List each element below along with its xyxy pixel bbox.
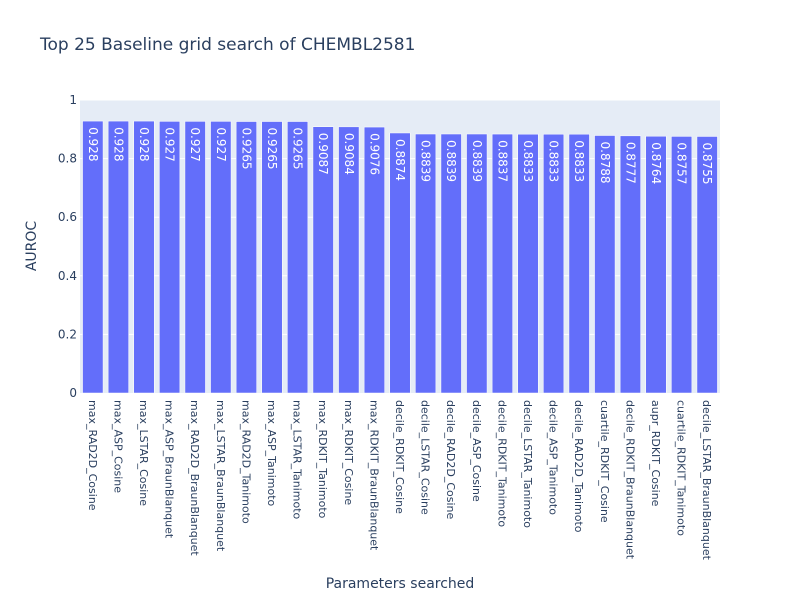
bar bbox=[440, 133, 462, 394]
bar-value-label: 0.8839 bbox=[419, 140, 433, 182]
bar bbox=[491, 133, 513, 394]
bar bbox=[159, 121, 181, 394]
bar-value-label: 0.9265 bbox=[239, 128, 253, 170]
x-tick-label: max_RDKIT_BraunBlanquet bbox=[367, 400, 380, 551]
bar-value-label: 0.8755 bbox=[700, 142, 714, 184]
bar bbox=[133, 120, 155, 394]
y-tick-label: 0.8 bbox=[58, 152, 77, 166]
x-tick-label: max_RAD2D_Tanimoto bbox=[239, 400, 252, 524]
bar-value-label: 0.8833 bbox=[547, 140, 561, 182]
x-axis-ticks: max_RAD2D_Cosine max_ASP_Cosine max_LSTAR_… bbox=[86, 400, 713, 561]
bar-value-label: 0.9087 bbox=[316, 133, 330, 175]
bar-value-label: 0.9076 bbox=[367, 133, 381, 175]
y-tick-label: 0 bbox=[69, 386, 77, 400]
bar bbox=[645, 135, 667, 394]
x-tick-label: max_RAD2D_Cosine bbox=[86, 400, 99, 511]
x-tick-label: decile_RDKIT_BraunBlanquet bbox=[623, 400, 636, 560]
bar bbox=[287, 121, 309, 394]
bar bbox=[543, 133, 565, 394]
x-tick-label: max_ASP_Cosine bbox=[111, 400, 124, 493]
x-tick-label: cuartile_RDKIT_Cosine bbox=[598, 400, 611, 523]
x-tick-label: max_RDKIT_Tanimoto bbox=[316, 400, 329, 519]
bar bbox=[671, 136, 693, 394]
bar-value-label: 0.8788 bbox=[598, 142, 612, 184]
bar bbox=[235, 121, 257, 394]
bar bbox=[338, 126, 360, 394]
bar-value-label: 0.8874 bbox=[393, 139, 407, 181]
bar bbox=[363, 126, 385, 394]
x-tick-label: max_LSTAR_Cosine bbox=[137, 400, 150, 506]
bar-value-label: 0.8764 bbox=[649, 142, 663, 184]
y-tick-label: 0.4 bbox=[58, 269, 77, 283]
bar-value-label: 0.928 bbox=[86, 127, 100, 161]
bar-value-label: 0.9265 bbox=[291, 128, 305, 170]
bar bbox=[619, 135, 641, 394]
x-tick-label: decile_LSTAR_Cosine bbox=[419, 400, 432, 515]
x-tick-label: decile_LSTAR_BraunBlanquet bbox=[700, 400, 713, 561]
x-tick-label: max_LSTAR_BraunBlanquet bbox=[214, 400, 227, 552]
bar-value-label: 0.927 bbox=[188, 127, 202, 161]
bar bbox=[261, 121, 283, 394]
x-tick-label: max_RAD2D_BraunBlanquet bbox=[188, 400, 201, 556]
bar bbox=[517, 133, 539, 394]
x-tick-label: decile_ASP_Tanimoto bbox=[547, 400, 560, 515]
bar-value-label: 0.8837 bbox=[495, 140, 509, 182]
bar-value-label: 0.8833 bbox=[572, 140, 586, 182]
bar-value-label: 0.928 bbox=[111, 127, 125, 161]
bar-value-label: 0.927 bbox=[214, 127, 228, 161]
x-tick-label: decile_RAD2D_Tanimoto bbox=[572, 400, 585, 533]
chart-title: Top 25 Baseline grid search of CHEMBL258… bbox=[39, 35, 415, 55]
bar-value-label: 0.9084 bbox=[342, 133, 356, 175]
bar bbox=[107, 120, 129, 394]
x-tick-label: decile_RDKIT_Cosine bbox=[393, 400, 406, 514]
bar-value-label: 0.8839 bbox=[470, 140, 484, 182]
bar bbox=[466, 133, 488, 394]
x-tick-label: decile_RDKIT_Tanimoto bbox=[495, 400, 508, 527]
bars: 0.928 0.928 0.928 0.927 0.927 0.927 0.9265 0.92… bbox=[82, 120, 718, 394]
x-tick-label: aupr_RDKIT_Cosine bbox=[649, 400, 662, 507]
bar-value-label: 0.8777 bbox=[623, 142, 637, 184]
x-tick-label: max_RDKIT_Cosine bbox=[342, 400, 355, 505]
x-tick-label: decile_ASP_Cosine bbox=[470, 400, 483, 502]
bar bbox=[312, 126, 334, 394]
x-tick-label: max_ASP_BraunBlanquet bbox=[163, 400, 176, 539]
bar bbox=[696, 136, 718, 394]
bar bbox=[389, 132, 411, 394]
y-tick-label: 1 bbox=[69, 93, 77, 107]
y-tick-label: 0.6 bbox=[58, 210, 77, 224]
bar bbox=[415, 133, 437, 394]
bar-value-label: 0.8757 bbox=[675, 142, 689, 184]
x-tick-label: max_ASP_Tanimoto bbox=[265, 400, 278, 507]
x-axis-label: Parameters searched bbox=[326, 576, 475, 592]
bar bbox=[184, 121, 206, 394]
x-tick-label: decile_LSTAR_Tanimoto bbox=[521, 400, 534, 528]
bar bbox=[594, 135, 616, 394]
y-axis-label: AUROC bbox=[24, 221, 40, 272]
bar-value-label: 0.928 bbox=[137, 127, 151, 161]
y-axis-ticks: 0 0.2 0.4 0.6 0.8 1 bbox=[58, 93, 77, 400]
x-tick-label: cuartile_RDKIT_Tanimoto bbox=[675, 400, 688, 536]
bar-value-label: 0.927 bbox=[163, 127, 177, 161]
x-tick-label: max_LSTAR_Tanimoto bbox=[291, 400, 304, 520]
bar-value-label: 0.8833 bbox=[521, 140, 535, 182]
bar-value-label: 0.8839 bbox=[444, 140, 458, 182]
y-tick-label: 0.2 bbox=[58, 327, 77, 341]
bar-value-label: 0.9265 bbox=[265, 128, 279, 170]
bar bbox=[568, 133, 590, 394]
bar bbox=[210, 121, 232, 394]
bar bbox=[82, 120, 104, 394]
x-tick-label: decile_RAD2D_Cosine bbox=[444, 400, 457, 520]
